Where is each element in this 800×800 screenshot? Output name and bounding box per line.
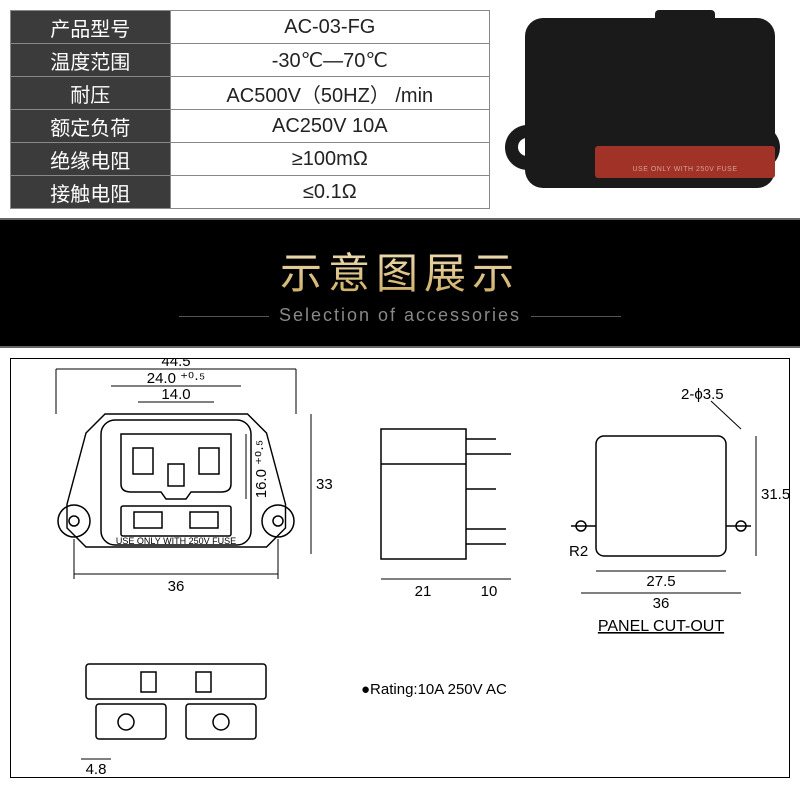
dim-cut-hole: 2-ϕ3.5: [681, 386, 724, 403]
banner-title-en: Selection of accessories: [279, 305, 521, 326]
cover-body: USE ONLY WITH 250V FUSE: [525, 18, 775, 188]
spec-value: -30℃—70℃: [170, 44, 489, 77]
spec-row: 耐压AC500V（50HZ） /min: [11, 77, 490, 110]
dim-cut-w1: 27.5: [646, 573, 675, 590]
spec-row: 绝缘电阻≥100mΩ: [11, 143, 490, 176]
dim-h-overall: 33: [316, 476, 333, 493]
spec-row: 温度范围-30℃—70℃: [11, 44, 490, 77]
spec-label: 耐压: [11, 77, 171, 110]
spec-label: 接触电阻: [11, 176, 171, 209]
fuse-holder: USE ONLY WITH 250V FUSE: [595, 146, 775, 178]
dim-h-tol: 16.0 ⁺⁰·⁵: [253, 440, 270, 499]
spec-row: 产品型号AC-03-FG: [11, 11, 490, 44]
spec-row: 额定负荷AC250V 10A: [11, 110, 490, 143]
spec-value: ≥100mΩ: [170, 143, 489, 176]
dim-cut-r: R2: [569, 543, 588, 560]
spec-value: ≤0.1Ω: [170, 176, 489, 209]
hinge: [655, 10, 715, 30]
spec-row: 接触电阻≤0.1Ω: [11, 176, 490, 209]
spec-value: AC-03-FG: [170, 11, 489, 44]
dim-cut-w2: 36: [653, 595, 670, 612]
top-section: 产品型号AC-03-FG温度范围-30℃—70℃耐压AC500V（50HZ） /…: [0, 0, 800, 218]
technical-drawing: USE ONLY WITH 250V FUSE 44.5 24.0 ⁺⁰·⁵ 1…: [10, 358, 790, 778]
banner-title-cn: 示意图展示: [280, 240, 520, 301]
fuse-label: USE ONLY WITH 250V FUSE: [116, 536, 236, 546]
panel-cutout-label: PANEL CUT-OUT: [598, 618, 724, 635]
spec-label: 额定负荷: [11, 110, 171, 143]
section-banner: 示意图展示 Selection of accessories: [0, 218, 800, 348]
dim-bottom-pin: 4.8: [86, 761, 107, 777]
rating-label: ●Rating:10A 250V AC: [361, 681, 507, 698]
spec-table: 产品型号AC-03-FG温度范围-30℃—70℃耐压AC500V（50HZ） /…: [10, 10, 490, 209]
dim-side-w: 21: [415, 583, 432, 600]
dim-side-d: 10: [481, 583, 498, 600]
dim-mount: 36: [168, 578, 185, 595]
spec-label: 产品型号: [11, 11, 171, 44]
product-photo: USE ONLY WITH 250V FUSE: [490, 10, 790, 208]
spec-label: 温度范围: [11, 44, 171, 77]
dim-w-overall: 44.5: [161, 359, 190, 370]
dim-w-tol: 24.0 ⁺⁰·⁵: [147, 370, 206, 387]
dim-w-inner: 14.0: [161, 386, 190, 403]
spec-value: AC250V 10A: [170, 110, 489, 143]
dim-cut-h: 31.5: [761, 486, 789, 503]
spec-label: 绝缘电阻: [11, 143, 171, 176]
spec-value: AC500V（50HZ） /min: [170, 77, 489, 110]
